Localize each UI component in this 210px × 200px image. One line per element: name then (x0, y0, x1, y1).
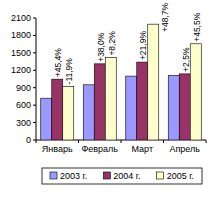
annotation: +45,5% (192, 12, 202, 42)
annotation: +21,9% (138, 31, 148, 61)
y-tick-label: 900 (16, 83, 31, 93)
y-tick-label: 0 (26, 135, 31, 145)
x-tick-label: Март (131, 144, 153, 154)
bars (41, 24, 202, 140)
annotation: +2,5% (181, 47, 191, 72)
legend-label: 2005 г. (167, 171, 194, 181)
annotations: +45,4%-11,9% +38,0%+8,2% +21,9% +48,7% +2,5%… (53, 2, 202, 84)
bar (94, 64, 105, 140)
bar (52, 79, 63, 140)
bar (137, 62, 148, 140)
legend-swatch (157, 172, 164, 179)
x-tick-label: Февраль (81, 144, 118, 154)
legend-swatch (103, 172, 110, 179)
x-tick (163, 140, 164, 143)
x-tick (78, 140, 79, 143)
legend-box (42, 168, 202, 184)
x-tick-label: Январь (42, 144, 73, 154)
legend-label: 2003 г. (60, 171, 87, 181)
y-axis (36, 18, 37, 140)
x-tick (36, 140, 37, 143)
x-tick-label: Апрель (169, 144, 200, 154)
annotation: +8,2% (107, 31, 117, 56)
bar (179, 74, 190, 140)
y-tick-label: 600 (16, 100, 31, 110)
x-tick (206, 140, 207, 143)
x-tick (121, 140, 122, 143)
bar (41, 98, 52, 140)
y-tick-label: 300 (16, 118, 31, 128)
annotation: +48,7% (160, 2, 170, 32)
annotation: +45,4% (53, 48, 63, 78)
y-tick-label: 2100 (11, 13, 31, 23)
bar (83, 85, 94, 140)
chart: 0 300 600 900 1200 1500 1800 2100 +45,4%-11,9% +3… (0, 0, 210, 200)
y-tick-label: 1200 (11, 65, 31, 75)
y-tick-label: 1500 (11, 48, 31, 58)
bar (63, 86, 74, 140)
legend-swatch (50, 172, 57, 179)
bar (190, 44, 201, 140)
annotation: -11,9% (64, 58, 74, 85)
y-tick-label: 1800 (11, 30, 31, 40)
bar (126, 76, 137, 140)
bar (168, 76, 179, 140)
legend-label: 2004 г. (113, 171, 140, 181)
annotation: +38,0% (96, 32, 106, 62)
bar (148, 24, 159, 140)
bar (105, 58, 116, 140)
